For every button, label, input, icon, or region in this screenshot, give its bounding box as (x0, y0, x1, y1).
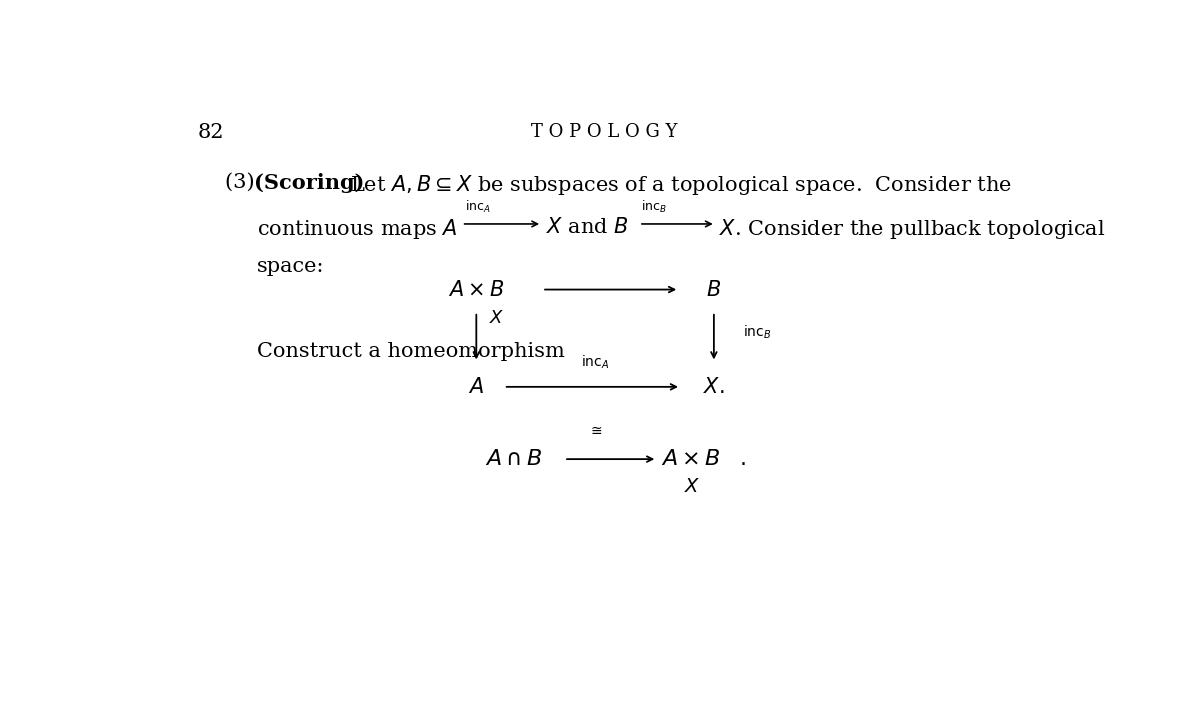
Text: $X$. Consider the pullback topological: $X$. Consider the pullback topological (719, 217, 1106, 241)
Text: (Scoring): (Scoring) (255, 173, 364, 193)
Text: $\mathrm{inc}_B$: $\mathrm{inc}_B$ (641, 199, 666, 214)
Text: T O P O L O G Y: T O P O L O G Y (531, 123, 678, 141)
Text: Construct a homeomorphism: Construct a homeomorphism (257, 342, 565, 362)
Text: $X$: $X$ (684, 478, 700, 496)
Text: space:: space: (257, 257, 324, 277)
Text: $\mathrm{inc}_B$: $\mathrm{inc}_B$ (743, 324, 771, 342)
Text: $X$: $X$ (489, 310, 505, 328)
Text: $X.$: $X.$ (703, 377, 725, 397)
Text: continuous maps $A$: continuous maps $A$ (257, 217, 457, 241)
Text: $A \times B$: $A \times B$ (448, 279, 505, 300)
Text: $A \cap B$: $A \cap B$ (486, 448, 542, 470)
Text: 82: 82 (198, 123, 224, 142)
Text: Let $A,B \subseteq X$ be subspaces of a topological space.  Consider the: Let $A,B \subseteq X$ be subspaces of a … (350, 173, 1012, 197)
Text: $\mathrm{inc}_A$: $\mathrm{inc}_A$ (466, 199, 492, 214)
Text: $.$: $.$ (739, 448, 746, 470)
Text: $\cong$: $\cong$ (587, 423, 602, 437)
Text: $B$: $B$ (706, 279, 722, 300)
Text: $\mathrm{inc}_A$: $\mathrm{inc}_A$ (581, 354, 610, 371)
Text: $X$ and $B$: $X$ and $B$ (546, 217, 628, 238)
Text: (3): (3) (225, 173, 262, 192)
Text: $A$: $A$ (468, 377, 485, 397)
Text: $A \times B$: $A \times B$ (661, 448, 720, 470)
